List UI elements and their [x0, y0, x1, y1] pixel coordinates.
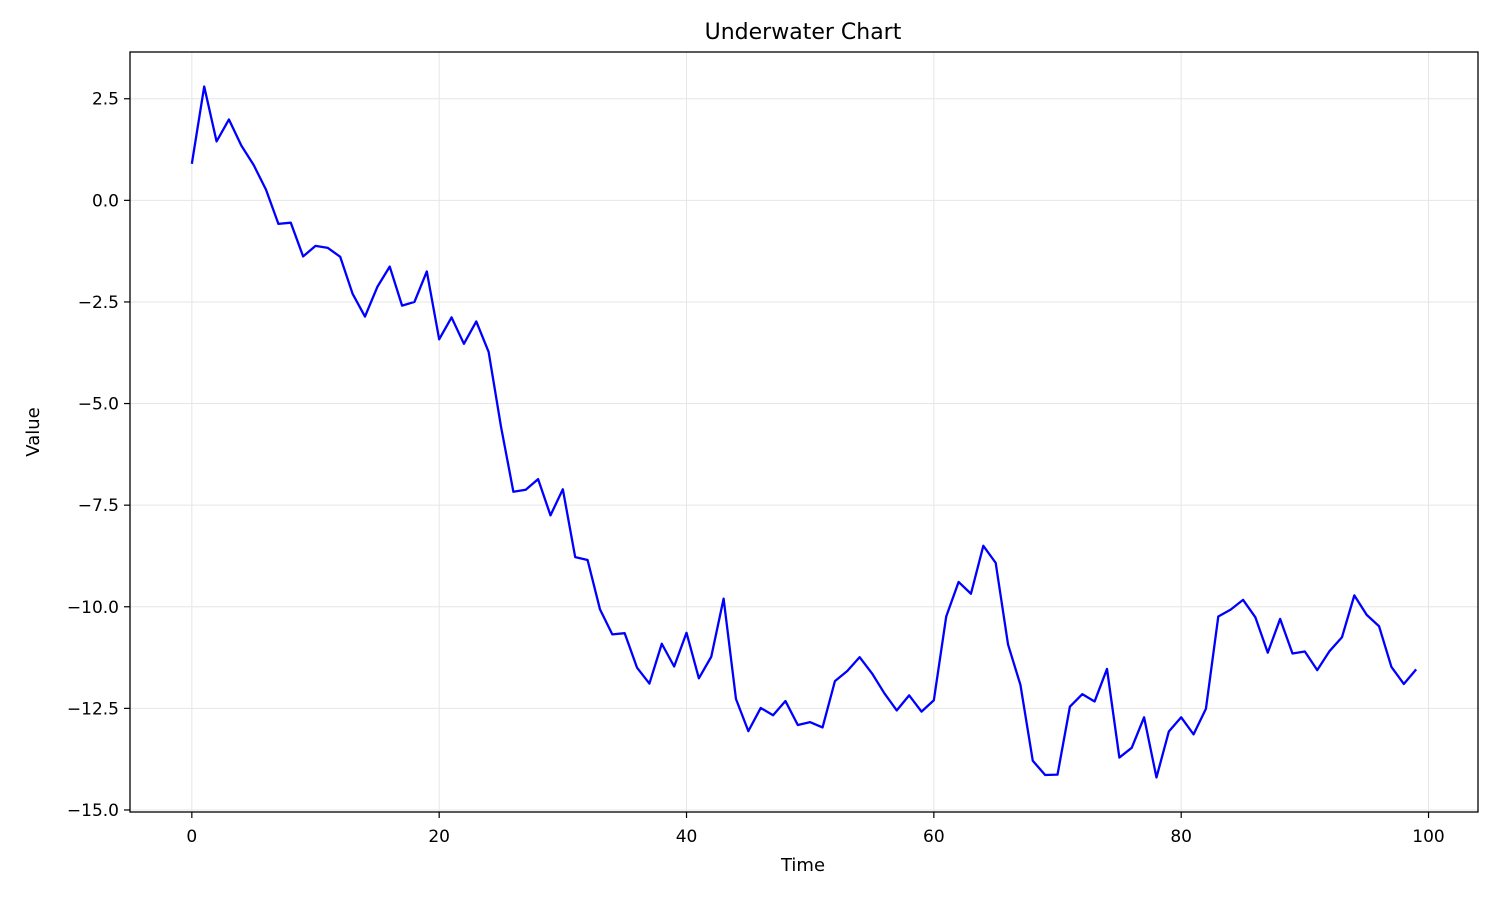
x-tick-label: 40 [676, 827, 698, 847]
y-tick-label: −12.5 [67, 699, 119, 719]
x-tick-label: 0 [186, 827, 197, 847]
y-tick-label: −2.5 [78, 293, 119, 313]
chart-title: Underwater Chart [705, 20, 902, 45]
y-tick-label: 2.5 [92, 90, 119, 110]
y-axis-label: Value [23, 407, 44, 456]
x-tick-label: 100 [1412, 827, 1444, 847]
x-axis-ticks: 0 20 40 60 80 100 [186, 812, 1445, 847]
x-tick-label: 80 [1170, 827, 1192, 847]
series-group [190, 85, 1418, 779]
plot-frame [129, 51, 1479, 813]
y-tick-label: −15.0 [67, 801, 119, 821]
y-tick-label: −5.0 [78, 395, 119, 415]
y-tick-label: −7.5 [78, 496, 119, 516]
y-tick-label: −10.0 [67, 598, 119, 618]
grid [130, 52, 1478, 812]
x-axis-label: Time [780, 855, 825, 876]
y-tick-label: 0.0 [92, 191, 119, 211]
x-tick-label: 20 [428, 827, 450, 847]
series-line [190, 85, 1418, 779]
x-tick-label: 60 [923, 827, 945, 847]
y-axis-ticks: 2.5 0.0 −2.5 −5.0 −7.5 −10.0 −12.5 −15.0 [67, 90, 130, 821]
